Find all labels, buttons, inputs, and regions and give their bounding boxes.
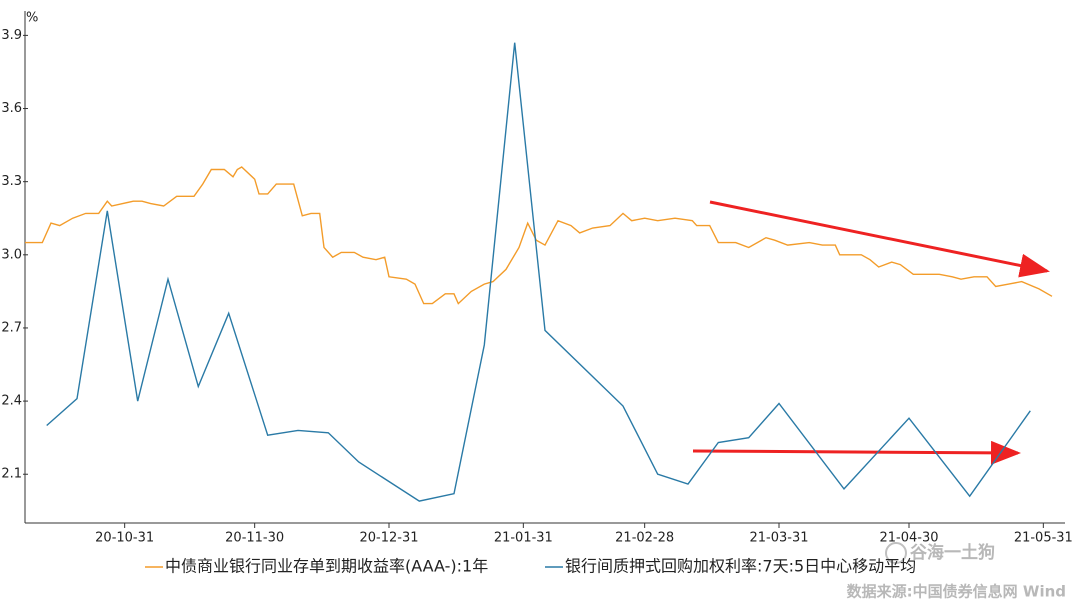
x-tick-label: 20-12-31: [359, 531, 418, 546]
legend-label: 中债商业银行同业存单到期收益率(AAA-):1年: [165, 557, 488, 576]
x-tick-label: 21-01-31: [494, 531, 553, 546]
watermark: 谷海一土狗: [910, 542, 995, 563]
y-tick-label: 2.4: [1, 394, 22, 409]
watermark-icon: [885, 542, 907, 564]
series-line: [25, 166, 1053, 305]
series-line: [46, 42, 1031, 502]
x-tick-label: 21-03-31: [749, 531, 808, 546]
y-tick-label: 3.9: [1, 28, 22, 43]
legend-label: 银行间质押式回购加权利率:7天:5日中心移动平均: [565, 557, 916, 576]
y-tick-label: 3.0: [1, 247, 22, 262]
x-tick-label: 20-10-31: [95, 531, 154, 546]
source-note: 数据来源:中国债券信息网 Wind: [847, 583, 1066, 601]
trend-arrow: [709, 200, 1050, 278]
y-axis-unit: %: [26, 11, 38, 26]
x-tick-label: 21-04-30: [879, 531, 938, 546]
y-tick-label: 3.6: [1, 101, 22, 116]
y-tick-label: 2.7: [1, 320, 22, 335]
x-tick-label: 21-05-31: [1014, 531, 1073, 546]
trend-arrow: [692, 440, 1021, 465]
y-tick-label: 2.1: [1, 467, 22, 482]
y-tick-label: 3.3: [1, 174, 22, 189]
x-tick-label: 20-11-30: [225, 531, 284, 546]
x-tick-label: 21-02-28: [615, 531, 674, 546]
